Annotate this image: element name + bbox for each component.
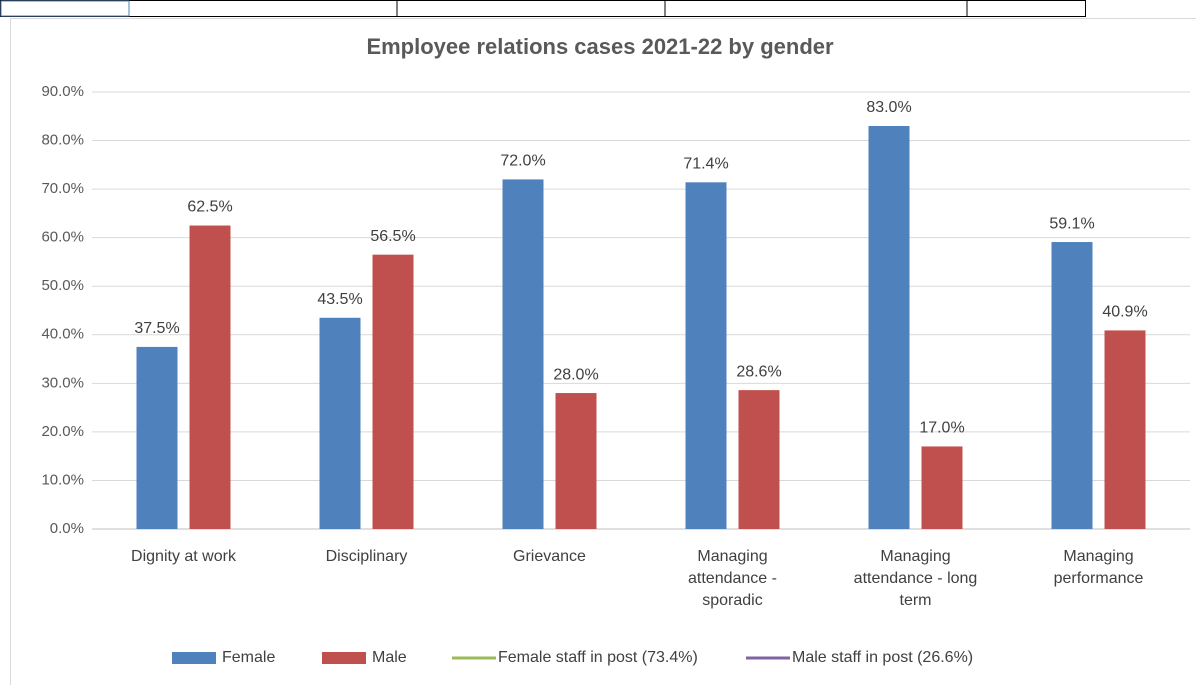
data-label: 72.0% bbox=[500, 153, 545, 170]
table-cell bbox=[0, 0, 130, 17]
data-label: 83.0% bbox=[866, 99, 911, 116]
data-label: 56.5% bbox=[370, 228, 415, 245]
data-label: 71.4% bbox=[683, 156, 728, 173]
x-tick-label: Managing attendance - long term bbox=[853, 548, 978, 609]
bar bbox=[555, 393, 597, 529]
data-label: 37.5% bbox=[134, 320, 179, 337]
bar bbox=[1051, 242, 1093, 529]
legend-label: Female staff in post (73.4%) bbox=[498, 649, 698, 666]
bar bbox=[738, 390, 780, 529]
legend-label: Female bbox=[222, 649, 275, 666]
x-tick-label: Managing performance bbox=[1053, 548, 1144, 587]
legend-label: Male bbox=[372, 649, 407, 666]
table-border bbox=[0, 0, 1086, 17]
data-label: 28.6% bbox=[736, 363, 781, 380]
data-label: 17.0% bbox=[919, 420, 964, 437]
y-tick-label: 70.0% bbox=[41, 180, 84, 197]
y-tick-label: 40.0% bbox=[41, 326, 84, 343]
x-tick-label: Managing attendance - sporadic bbox=[688, 548, 777, 609]
data-label: 40.9% bbox=[1102, 304, 1147, 321]
x-tick-label: Grievance bbox=[513, 548, 586, 565]
y-tick-label: 20.0% bbox=[41, 423, 84, 440]
legend-label: Male staff in post (26.6%) bbox=[792, 649, 973, 666]
y-tick-label: 60.0% bbox=[41, 229, 84, 246]
bar bbox=[868, 125, 910, 529]
y-tick-label: 10.0% bbox=[41, 471, 84, 488]
bar bbox=[136, 346, 178, 529]
bar bbox=[921, 446, 963, 529]
bar bbox=[319, 317, 361, 529]
y-tick-label: 50.0% bbox=[41, 277, 84, 294]
x-tick-label: Disciplinary bbox=[325, 548, 408, 565]
legend-swatch bbox=[172, 652, 216, 664]
x-tick-label: Dignity at work bbox=[131, 548, 236, 565]
y-tick-label: 80.0% bbox=[41, 132, 84, 149]
chart-title: Employee relations cases 2021-22 by gend… bbox=[366, 34, 834, 59]
y-tick-label: 90.0% bbox=[41, 83, 84, 100]
bar bbox=[685, 182, 727, 529]
bar bbox=[372, 254, 414, 529]
y-tick-label: 30.0% bbox=[41, 374, 84, 391]
data-label: 59.1% bbox=[1049, 215, 1094, 232]
data-label: 43.5% bbox=[317, 291, 362, 308]
data-label: 62.5% bbox=[187, 199, 232, 216]
bar bbox=[1104, 330, 1146, 529]
bar bbox=[502, 179, 544, 529]
bar bbox=[189, 225, 231, 529]
legend-swatch bbox=[322, 652, 366, 664]
data-label: 28.0% bbox=[553, 366, 598, 383]
chart-border bbox=[10, 18, 1196, 685]
y-tick-label: 0.0% bbox=[50, 520, 84, 537]
